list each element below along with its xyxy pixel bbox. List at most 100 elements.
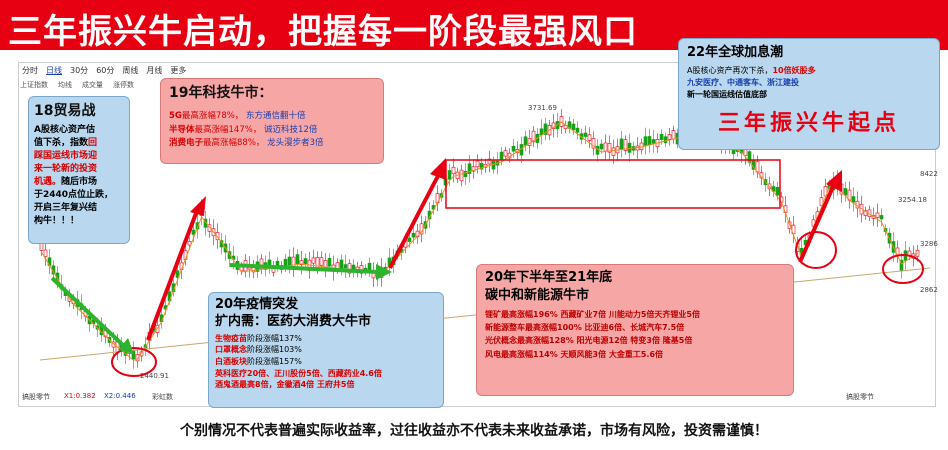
bottom-right-label: 搞股零节	[846, 393, 874, 401]
bottom-left-label: 搞股零节	[22, 393, 50, 401]
trade-line-2: 值下杀，	[34, 138, 71, 149]
carbon-title-2: 碳中和新能源牛市	[485, 287, 590, 303]
ma-toggle[interactable]: 均线	[58, 81, 72, 89]
box-2022-line2: 九安医疗、中通客车、浙江建投	[687, 77, 799, 87]
tab-60min[interactable]: 60分	[96, 65, 115, 75]
candle	[195, 222, 200, 230]
banner-title: 三年振兴牛启动，把握每一阶段最强风口	[8, 12, 638, 52]
low-circle	[111, 347, 157, 377]
candle	[191, 229, 196, 235]
circle-2022	[795, 231, 837, 269]
candle	[843, 188, 848, 196]
box-covid: 20年疫情突发 扩内需：医药大消费大牛市 生物疫苗阶段涨幅137% 口罩概念阶段…	[208, 292, 444, 408]
tech-row-3: 消费电子最高涨幅88%， 龙头漫步者3倍	[169, 138, 324, 149]
box-carbon: 20年下半年至21年底 碳中和新能源牛市 锂矿最高涨幅196% 西藏矿业7倍 川…	[476, 264, 794, 396]
tab-minute[interactable]: 分时	[22, 65, 38, 75]
covid-row-2: 口罩概念阶段涨幅103%	[215, 345, 302, 355]
candle	[407, 237, 412, 242]
candle	[447, 170, 452, 180]
carbon-row-3: 光伏概念最高涨幅128% 阳光电源12倍 特变3倍 隆基5倍	[485, 336, 693, 346]
candle	[583, 132, 588, 137]
box-2022-title: 22年全球加息潮	[687, 45, 784, 60]
arrowhead-red-1	[190, 196, 206, 216]
box-2022-line3: 新一轮国运线估值底部	[687, 89, 767, 99]
candle	[227, 251, 232, 259]
trade-line-10: 开启三年复兴结	[34, 203, 98, 214]
axis-tick-2: 3286	[920, 240, 938, 248]
box-trade-war-title: 18贸易战	[34, 103, 96, 119]
covid-row-1: 生物疫苗阶段涨幅137%	[215, 333, 302, 343]
tab-day[interactable]: 日线	[46, 65, 62, 75]
candle	[479, 162, 484, 170]
candle	[287, 256, 292, 267]
box-tech-bull: 19年科技牛市： 5G最高涨幅78%， 东方通信翻十倍 半导体最高涨幅147%，…	[160, 78, 384, 164]
trade-line-3: 指数	[70, 138, 89, 149]
tab-30min[interactable]: 30分	[70, 65, 89, 75]
candle	[591, 138, 596, 149]
trade-line-7: 机遇。	[34, 177, 62, 188]
tech-row-2: 半导体最高涨幅147%， 诚迈科技12倍	[169, 124, 318, 135]
covid-row-4: 英科医疗20倍、正川股份5倍、西藏药业4.6倍	[215, 368, 382, 378]
candle	[267, 259, 272, 266]
covid-title-2: 扩内需：医药大消费大牛市	[215, 313, 372, 329]
chart-toolbar: 分时 日线 30分 60分 周线 月线 更多	[18, 62, 186, 78]
label-low: 2440.91	[140, 372, 169, 380]
candle	[175, 270, 180, 278]
tab-more[interactable]: 更多	[170, 65, 187, 75]
candle	[571, 123, 576, 131]
candle	[459, 169, 464, 182]
candle	[299, 260, 304, 266]
trade-line-6: 来一轮新的投资	[34, 164, 98, 175]
trade-line-1: A股核心资产估	[34, 125, 95, 135]
arrowhead-green-1	[118, 338, 134, 354]
moving-average-line	[41, 121, 918, 361]
candle	[603, 142, 608, 152]
tab-week[interactable]: 周线	[122, 65, 139, 75]
tab-month[interactable]: 月线	[146, 65, 163, 75]
arrow-flat-green	[229, 263, 379, 274]
disclaimer: 个别情况不代表普遍实际收益率，过往收益亦不代表未来收益承诺，市场有风险，投资需谨…	[180, 423, 768, 439]
candle	[539, 128, 544, 136]
candle	[531, 130, 536, 143]
sub-toolbar: 上证指数 均线 成交量 涨停数	[20, 80, 134, 90]
box-2022: 22年全球加息潮 A股核心资产再次下杀，10倍妖股多 九安医疗、中通客车、浙江建…	[678, 38, 940, 150]
candle	[663, 136, 668, 144]
candle	[627, 142, 632, 153]
candle	[587, 134, 592, 141]
candle	[651, 139, 656, 144]
candle	[915, 250, 920, 257]
trade-line-8: 随后市场	[61, 177, 98, 188]
candle	[487, 158, 492, 165]
candle	[39, 243, 44, 251]
candle	[475, 160, 480, 168]
candle	[599, 143, 604, 150]
carbon-row-4: 风电最高涨幅114% 天顺风能3倍 大金重工5.6倍	[485, 349, 664, 359]
banner: 三年振兴牛启动，把握每一阶段最强风口	[0, 0, 948, 52]
candle	[411, 232, 416, 238]
candle	[671, 130, 676, 140]
candle	[775, 186, 780, 196]
candle	[215, 232, 220, 241]
box-tech-title: 19年科技牛市：	[169, 85, 273, 101]
candle	[295, 254, 300, 265]
candle	[543, 123, 548, 135]
candle	[523, 136, 528, 146]
arrowhead-red-2	[430, 158, 446, 180]
index-name[interactable]: 上证指数	[20, 81, 48, 89]
candle	[135, 353, 140, 362]
limit-up-toggle[interactable]: 涨停数	[113, 81, 134, 89]
bottom-brand: 彩虹数	[152, 393, 173, 401]
covid-row-5: 酒鬼酒最高8倍，金徽酒4倍 王府井5倍	[215, 380, 355, 390]
candle	[611, 147, 616, 156]
label-peak: 3731.69	[528, 104, 557, 112]
volume-toggle[interactable]: 成交量	[82, 81, 103, 89]
candle	[511, 145, 516, 152]
candle	[667, 134, 672, 140]
candle	[575, 127, 580, 133]
candle	[879, 215, 884, 220]
arrow-down-green	[50, 276, 128, 350]
trade-line-4: 回	[88, 138, 98, 149]
candle	[875, 212, 880, 218]
box-2022-big: 三年振兴牛起点	[717, 110, 900, 136]
covid-title-1: 20年疫情突发	[215, 297, 299, 312]
